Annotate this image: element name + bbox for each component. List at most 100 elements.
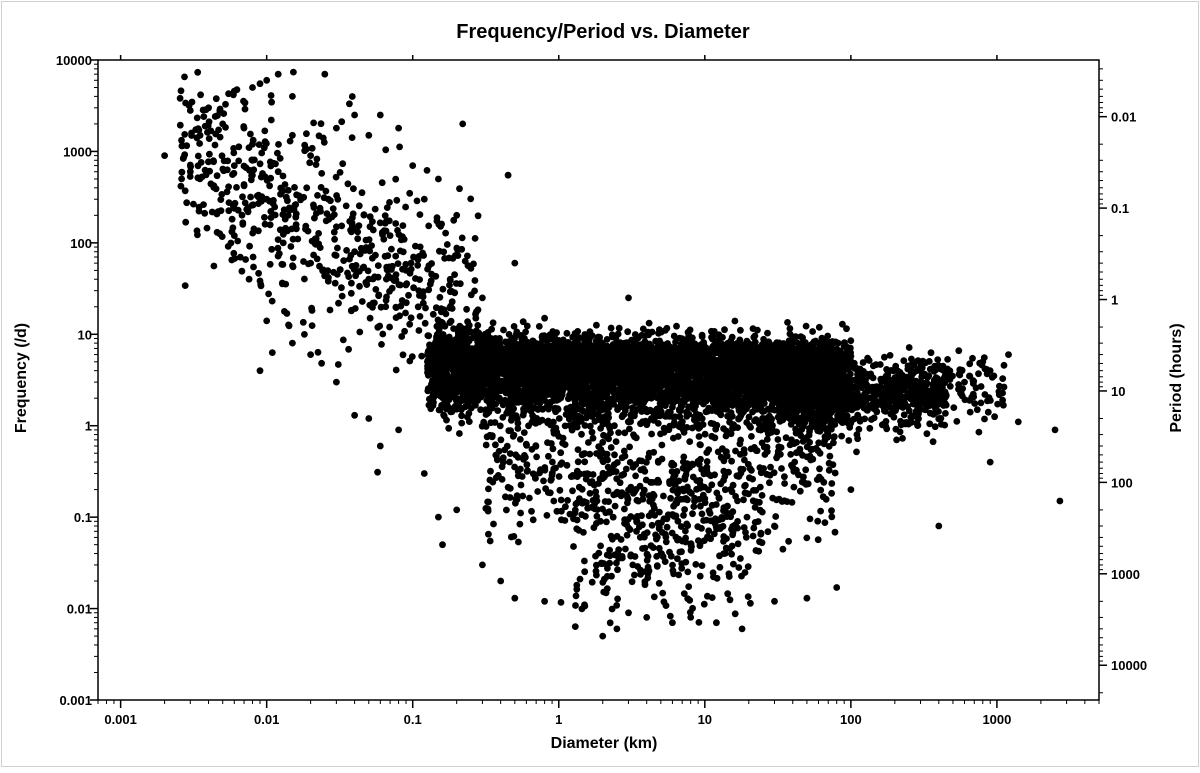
data-point (579, 371, 587, 379)
data-point (176, 94, 184, 102)
data-point (394, 260, 402, 267)
data-point (314, 192, 321, 199)
data-point (625, 609, 632, 617)
data-point (392, 366, 400, 374)
data-point (694, 415, 701, 423)
data-point (194, 152, 202, 160)
data-point (376, 442, 384, 450)
data-point (348, 219, 356, 227)
data-point (723, 375, 730, 382)
data-point (247, 193, 255, 201)
data-point (430, 399, 437, 406)
data-point (750, 389, 758, 397)
data-point (231, 255, 239, 262)
data-point (351, 411, 358, 419)
data-point (731, 317, 739, 325)
data-point (299, 318, 307, 326)
data-point (291, 184, 298, 191)
data-point (717, 397, 724, 405)
data-point (258, 149, 266, 157)
data-point (331, 279, 339, 287)
data-point (284, 212, 292, 219)
data-point (420, 470, 428, 477)
data-point (474, 212, 482, 220)
data-point (313, 155, 321, 163)
data-point (678, 378, 685, 386)
data-point (360, 263, 368, 271)
data-point (467, 265, 475, 272)
data-point (532, 381, 539, 388)
data-point (689, 389, 697, 397)
data-point (310, 204, 318, 211)
data-point (197, 159, 205, 166)
data-point (585, 400, 593, 408)
data-point (303, 145, 310, 153)
data-point (392, 220, 400, 227)
data-point (599, 632, 607, 640)
data-point (1056, 497, 1064, 505)
data-point (329, 205, 337, 213)
data-point (436, 293, 444, 301)
data-point (230, 169, 238, 177)
data-point (210, 158, 218, 166)
data-point (687, 379, 694, 387)
data-point (381, 212, 389, 220)
data-point (541, 597, 548, 605)
data-point (504, 171, 512, 179)
data-point (347, 289, 355, 297)
data-point (625, 294, 632, 302)
data-point (454, 246, 462, 254)
data-point (710, 372, 718, 379)
data-point (588, 428, 596, 436)
data-point (310, 251, 317, 259)
data-point (397, 302, 405, 310)
data-point (802, 322, 810, 330)
data-point (371, 299, 378, 307)
data-point (539, 405, 546, 413)
data-point (279, 211, 287, 218)
data-point (705, 404, 713, 412)
data-point (415, 327, 423, 334)
data-point (245, 275, 253, 283)
data-point (547, 378, 554, 386)
data-point (258, 197, 265, 205)
data-point (384, 272, 392, 280)
data-point (728, 333, 736, 341)
data-point (211, 141, 219, 149)
data-point (627, 411, 635, 419)
data-point (205, 135, 213, 143)
data-point (527, 407, 535, 415)
data-point (235, 157, 243, 165)
data-point (467, 195, 475, 203)
data-point (323, 210, 331, 218)
data-point (374, 273, 382, 281)
data-point (713, 619, 720, 627)
data-point (637, 401, 644, 409)
data-point (292, 213, 300, 221)
data-point (465, 321, 473, 329)
data-point (375, 292, 382, 300)
data-point (228, 228, 236, 236)
data-point (334, 244, 341, 252)
data-point (640, 379, 648, 386)
data-point (195, 126, 203, 134)
data-point (284, 197, 291, 205)
data-point (369, 275, 377, 283)
data-point (182, 99, 190, 107)
data-point (766, 382, 773, 389)
data-point (330, 228, 338, 236)
data-point (216, 133, 224, 141)
data-point (723, 405, 730, 413)
data-point (247, 130, 254, 138)
data-point (178, 168, 186, 176)
data-point (594, 390, 601, 398)
data-point (482, 406, 490, 414)
data-point (425, 222, 433, 230)
y-axis-label: Frequency (/d) (13, 323, 30, 433)
data-point (399, 265, 406, 273)
data-point (176, 121, 184, 129)
data-point (833, 584, 841, 591)
data-point (201, 122, 209, 130)
data-point (663, 324, 671, 332)
data-point (310, 119, 317, 127)
